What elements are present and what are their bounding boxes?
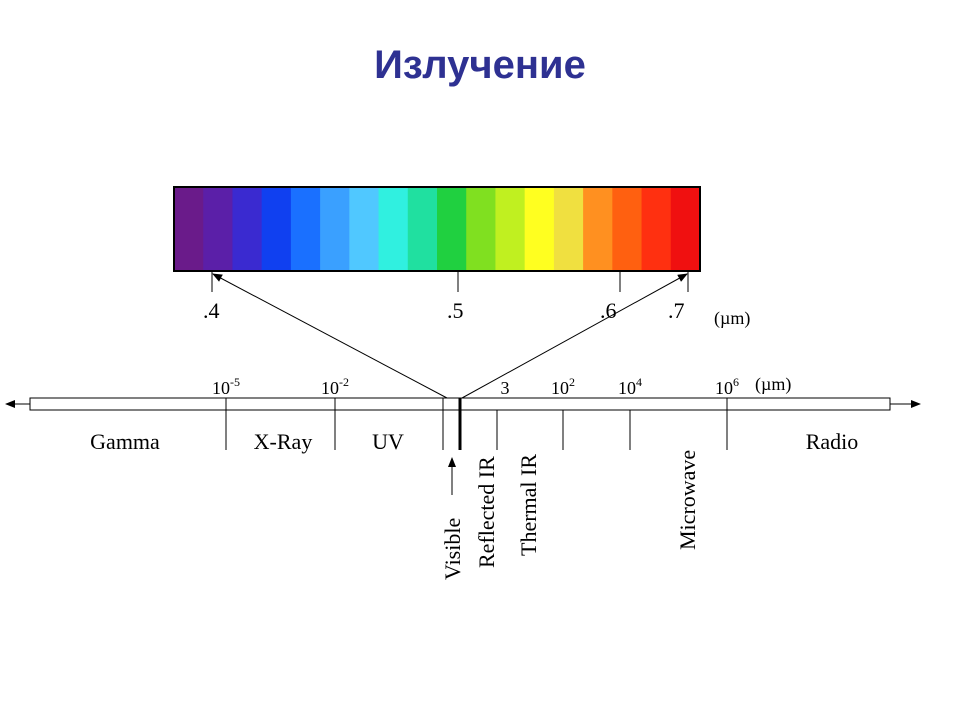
- spectrum-stripe: [407, 187, 438, 271]
- tick-base: 10: [715, 378, 733, 398]
- spectrum-stripe: [466, 187, 496, 271]
- band-label: Visible: [440, 518, 465, 580]
- tick-label: .5: [447, 298, 464, 323]
- tick-label: .7: [668, 298, 685, 323]
- band-label: UV: [372, 429, 404, 454]
- spectrum-stripe: [232, 187, 263, 271]
- tick-label: 102: [551, 375, 575, 398]
- tick-base: 10: [551, 378, 569, 398]
- spectrum-stripe: [583, 187, 613, 271]
- tick-label: 104: [618, 375, 642, 398]
- spectrum-stripe: [349, 187, 380, 271]
- spectrum-stripe: [261, 187, 292, 271]
- tick-base: 10: [212, 378, 230, 398]
- zoom-arrow: [461, 273, 688, 399]
- spectrum-stripe: [320, 187, 350, 271]
- spectrum-stripe: [553, 187, 584, 271]
- spectrum-stripe: [203, 187, 233, 271]
- spectrum-stripe: [524, 187, 555, 271]
- band-label: X-Ray: [254, 429, 313, 454]
- spectrum-stripe: [378, 187, 409, 271]
- tick-base: 10: [618, 378, 636, 398]
- band-label: Thermal IR: [516, 454, 541, 556]
- spectrum-ticks: 10-5 10-2 3 102 104 106: [212, 375, 739, 398]
- unit-label: (µm): [755, 374, 791, 395]
- tick-base: 10: [321, 378, 339, 398]
- spectrum-stripe: [670, 187, 701, 271]
- tick-base: 3: [501, 378, 510, 398]
- color-spectrum: [174, 187, 701, 271]
- tick-label: 3: [501, 378, 510, 398]
- tick-label: 10-2: [321, 375, 349, 398]
- spectrum-stripe: [612, 187, 643, 271]
- spectrum-stripe: [290, 187, 321, 271]
- tick-exponent: 6: [733, 375, 739, 389]
- tick-label: 106: [715, 375, 739, 398]
- spectrum-frame: [173, 186, 701, 272]
- tick-exponent: 2: [569, 375, 575, 389]
- visible-ticks: [211, 271, 689, 292]
- band-label: Reflected IR: [474, 456, 499, 568]
- unit-label: (µm): [714, 308, 750, 329]
- zoom-arrow: [212, 273, 448, 399]
- tick-label: .4: [203, 298, 220, 323]
- spectrum-stripe: [437, 187, 467, 271]
- tick-label: .6: [600, 298, 617, 323]
- band-label: Radio: [806, 429, 859, 454]
- tick-exponent: -5: [230, 375, 240, 389]
- spectrum-stripe: [641, 187, 672, 271]
- tick-exponent: -2: [339, 375, 349, 389]
- spectrum-stripe: [495, 187, 526, 271]
- tick-label: 10-5: [212, 375, 240, 398]
- title: Излучение: [374, 43, 586, 87]
- band-label: Gamma: [90, 429, 160, 454]
- band-dividers: [225, 398, 728, 450]
- spectrum-stripe: [174, 187, 204, 271]
- band-label: Microwave: [675, 450, 700, 550]
- tick-exponent: 4: [636, 375, 642, 389]
